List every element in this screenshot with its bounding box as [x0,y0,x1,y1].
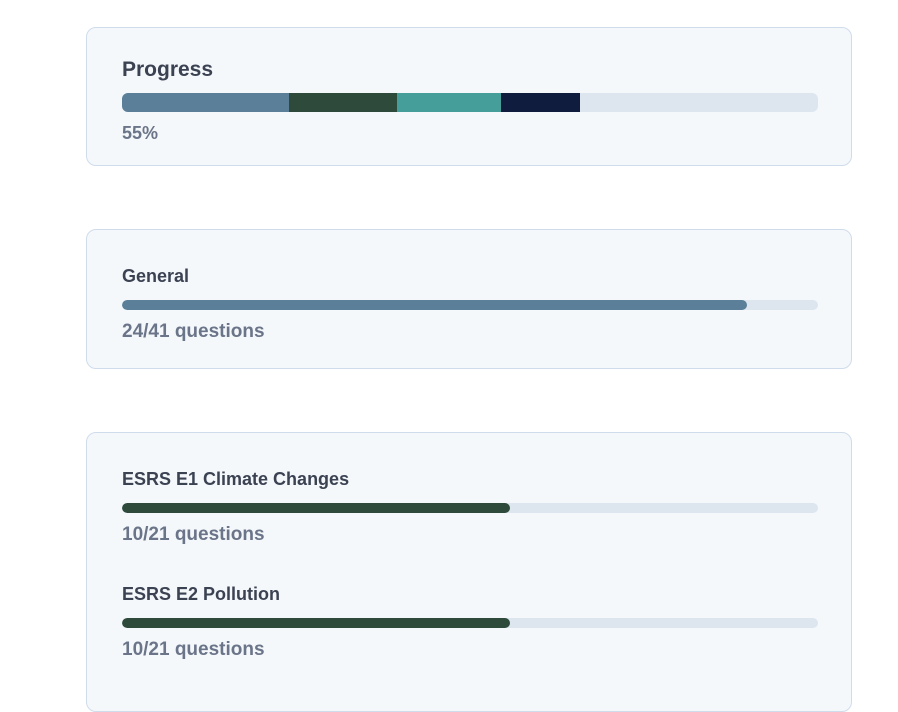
esrs-e1-progress-fill [122,503,511,513]
overall-progress-card: Progress 55% [86,27,852,166]
progress-segment-2 [289,93,397,112]
section-question-count: 24/41 questions [122,321,265,342]
esrs-e1-progress-bar [122,503,818,513]
esrs-e2-title[interactable]: ESRS E2 Pollution [122,584,281,604]
esrs-e2-progress-fill [122,618,511,628]
progress-title: Progress [122,58,214,81]
progress-segment-4 [501,93,580,112]
overall-progress-bar [122,93,818,112]
progress-segment-3 [396,93,502,112]
section-title: General [122,266,190,286]
progress-segment-1 [122,93,290,112]
section-progress-bar [122,300,818,310]
esrs-e2-progress-bar [122,618,818,628]
esrs-e2-question-count: 10/21 questions [122,639,265,660]
esrs-e1-question-count: 10/21 questions [122,524,265,545]
section-progress-fill [122,300,747,310]
esrs-card: ESRS E1 Climate Changes 10/21 questions … [86,432,852,712]
progress-percent: 55% [122,123,159,143]
section-card-general[interactable]: General 24/41 questions [86,229,852,369]
esrs-e1-title[interactable]: ESRS E1 Climate Changes [122,469,350,489]
